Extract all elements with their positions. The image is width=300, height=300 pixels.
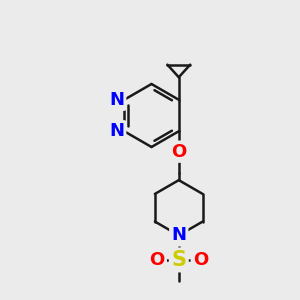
Text: N: N [171, 226, 186, 244]
Text: S: S [171, 250, 186, 270]
Text: N: N [109, 122, 124, 140]
Text: N: N [109, 91, 124, 109]
Text: O: O [150, 251, 165, 269]
Text: O: O [193, 251, 208, 269]
Text: O: O [171, 142, 186, 160]
